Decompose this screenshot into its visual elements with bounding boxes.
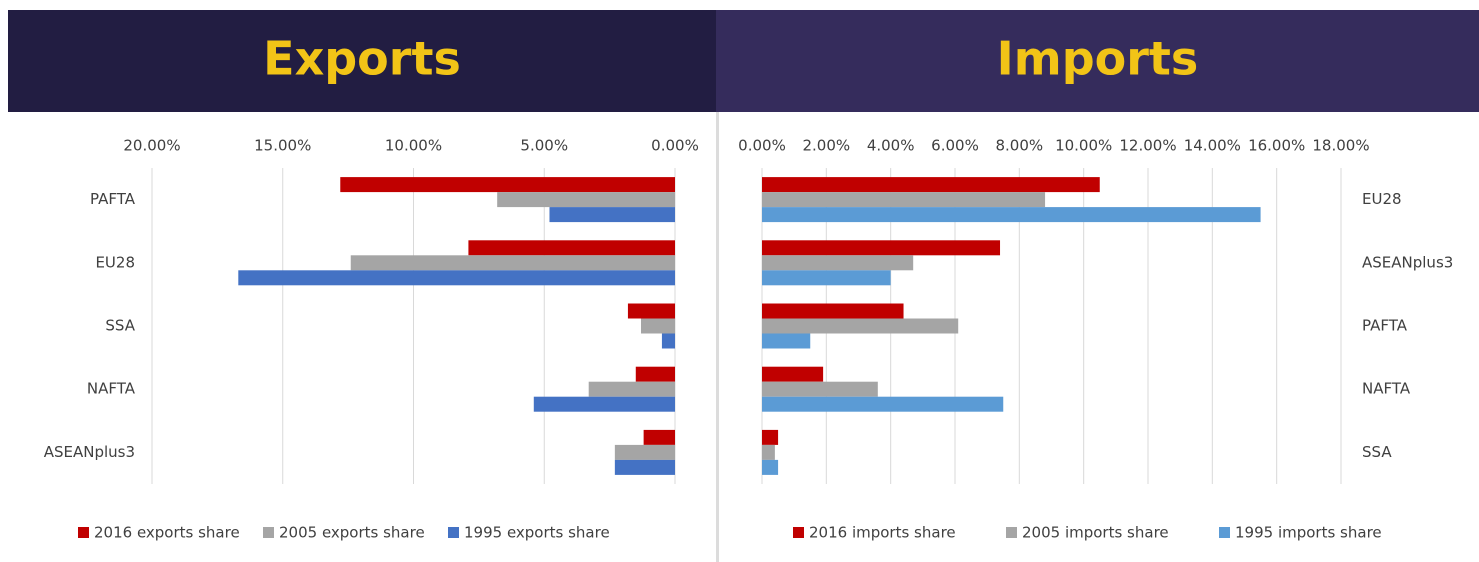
x-tick-label: 5.00% — [520, 137, 568, 155]
x-tick-label: 14.00% — [1184, 137, 1241, 155]
category-label: PAFTA — [90, 190, 136, 208]
legend-swatch — [78, 527, 89, 538]
bar — [549, 207, 675, 223]
bar — [762, 396, 1004, 412]
legend-label: 2005 imports share — [1022, 524, 1169, 542]
x-tick-label: 0.00% — [738, 137, 786, 155]
x-tick-label: 12.00% — [1119, 137, 1176, 155]
legend-label: 2016 imports share — [809, 524, 956, 542]
category-label: SSA — [105, 317, 135, 335]
category-label: ASEANplus3 — [44, 443, 135, 461]
bar — [762, 192, 1046, 208]
bar — [762, 444, 775, 460]
bar — [643, 429, 675, 445]
bar — [614, 444, 675, 460]
legend-label: 1995 imports share — [1235, 524, 1382, 542]
bar — [588, 381, 675, 397]
separator — [716, 112, 719, 562]
bar — [635, 366, 675, 382]
legend-label: 1995 exports share — [464, 524, 610, 542]
bar — [762, 177, 1100, 193]
x-tick-label: 10.00% — [385, 137, 442, 155]
bar — [497, 192, 675, 208]
category-label: ASEANplus3 — [1362, 253, 1453, 271]
legend-swatch — [1006, 527, 1017, 538]
bar — [762, 381, 878, 397]
x-tick-label: 2.00% — [803, 137, 851, 155]
legend-label: 2016 exports share — [94, 524, 240, 542]
bar — [762, 207, 1261, 223]
x-tick-label: 15.00% — [254, 137, 311, 155]
bar — [762, 366, 824, 382]
legend-swatch — [1219, 527, 1230, 538]
bar — [340, 177, 675, 193]
x-tick-label: 20.00% — [123, 137, 180, 155]
header — [8, 10, 716, 112]
header — [716, 10, 1479, 112]
bar — [762, 318, 959, 334]
bar — [661, 333, 675, 349]
x-tick-label: 18.00% — [1312, 137, 1369, 155]
bar — [762, 429, 779, 445]
bar — [762, 270, 891, 286]
bar — [762, 459, 779, 475]
bar — [762, 240, 1001, 256]
bar — [762, 333, 811, 349]
bar — [762, 303, 904, 319]
x-tick-label: 16.00% — [1248, 137, 1305, 155]
x-tick-label: 6.00% — [931, 137, 979, 155]
legend-swatch — [793, 527, 804, 538]
legend-label: 2005 exports share — [279, 524, 425, 542]
category-label: PAFTA — [1362, 317, 1408, 335]
category-label: EU28 — [95, 253, 135, 271]
bar — [350, 255, 675, 271]
bar — [627, 303, 675, 319]
category-label: NAFTA — [1362, 380, 1411, 398]
bar — [641, 318, 675, 334]
category-label: EU28 — [1362, 190, 1402, 208]
bar — [762, 255, 914, 271]
legend-swatch — [448, 527, 459, 538]
x-tick-label: 10.00% — [1055, 137, 1112, 155]
legend-swatch — [263, 527, 274, 538]
chart-title: Exports — [263, 32, 461, 86]
bar — [238, 270, 676, 286]
bar — [468, 240, 675, 256]
x-tick-label: 8.00% — [996, 137, 1044, 155]
category-label: SSA — [1362, 443, 1392, 461]
x-tick-label: 4.00% — [867, 137, 915, 155]
chart-title: Imports — [997, 32, 1199, 86]
bar — [533, 396, 675, 412]
category-label: NAFTA — [87, 380, 136, 398]
bar — [614, 459, 675, 475]
x-tick-label: 0.00% — [651, 137, 699, 155]
